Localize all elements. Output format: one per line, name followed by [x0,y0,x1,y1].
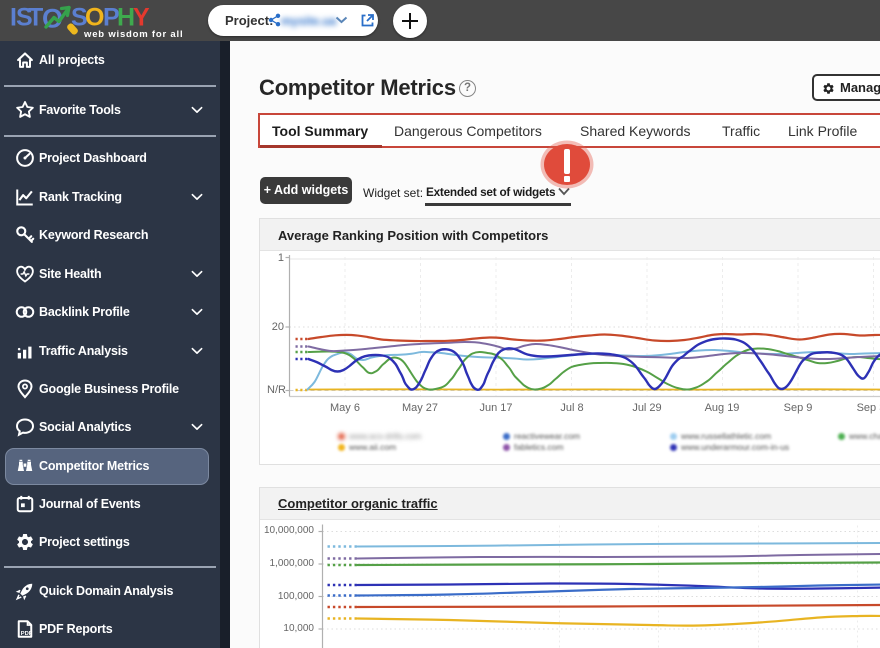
svg-text:O: O [85,4,104,32]
svg-text:Y: Y [133,4,150,32]
svg-text:P: P [103,4,120,32]
svg-text:T: T [28,4,43,32]
svg-text:S: S [71,4,88,32]
svg-text:PDF: PDF [21,631,33,637]
svg-text:H: H [117,4,135,32]
svg-text:I: I [10,4,17,32]
svg-text:S: S [16,4,33,32]
